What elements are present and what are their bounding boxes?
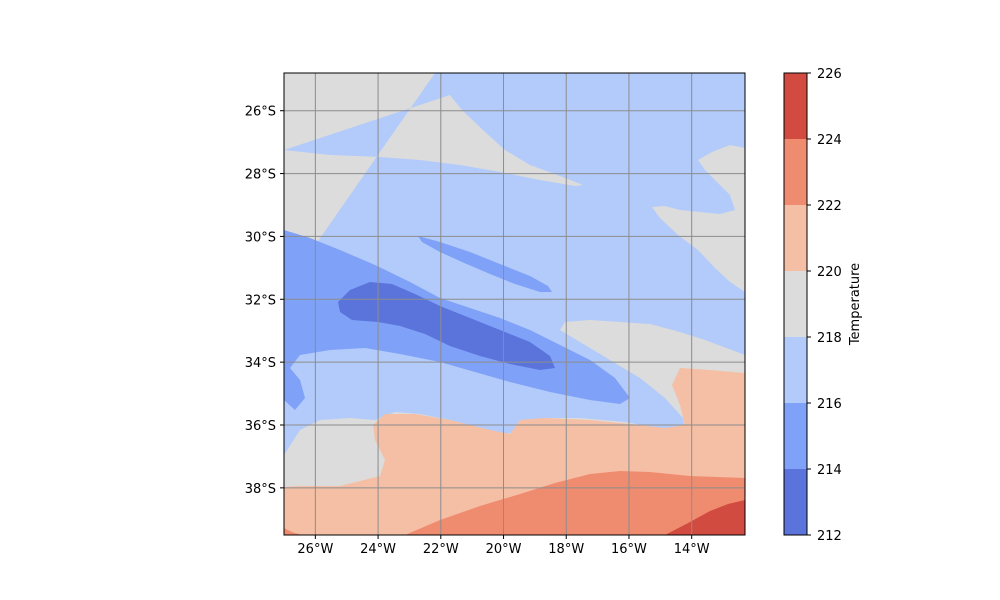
y-tick-label: 32°S <box>245 293 276 308</box>
y-tick-label: 26°S <box>245 105 276 120</box>
colorbar-swatch <box>784 403 807 469</box>
y-axis-ticks: 26°S 28°S 30°S 32°S 34°S 36°S 38°S <box>245 105 284 497</box>
colorbar-tick-label: 220 <box>817 265 842 280</box>
colorbar-tick-label: 216 <box>817 397 842 412</box>
contour-regions <box>284 73 745 535</box>
x-tick-label: 18°W <box>548 542 584 557</box>
x-tick-label: 16°W <box>611 542 647 557</box>
colorbar-tick-label: 218 <box>817 331 842 346</box>
colorbar-swatch <box>784 139 807 205</box>
colorbar-swatch <box>784 205 807 271</box>
x-tick-label: 14°W <box>674 542 710 557</box>
colorbar-tick-label: 224 <box>817 133 842 148</box>
y-tick-label: 34°S <box>245 356 276 371</box>
y-tick-label: 28°S <box>245 168 276 183</box>
y-tick-label: 30°S <box>245 230 276 245</box>
colorbar-swatch <box>784 73 807 139</box>
contour-region-222 <box>284 471 745 535</box>
colorbar-swatch <box>784 337 807 403</box>
gridlines <box>284 73 745 535</box>
colorbar-label: Temperature <box>848 263 863 346</box>
colorbar-tick-label: 222 <box>817 199 842 214</box>
colorbar-tick-label: 214 <box>817 463 842 478</box>
y-tick-label: 38°S <box>245 482 276 497</box>
contour-region-212 <box>338 282 555 370</box>
x-tick-label: 26°W <box>297 542 333 557</box>
contour-region-216 <box>284 73 745 455</box>
colorbar: 212 214 216 218 220 222 224 226 <box>783 67 842 544</box>
x-tick-label: 24°W <box>360 542 396 557</box>
x-tick-label: 22°W <box>423 542 459 557</box>
contour-region-224 <box>665 500 745 535</box>
colorbar-frame <box>783 72 808 536</box>
colorbar-swatch <box>784 469 807 535</box>
x-tick-label: 20°W <box>486 542 522 557</box>
colorbar-tick-label: 212 <box>817 529 842 544</box>
plot-frame <box>283 72 746 536</box>
colorbar-swatch <box>784 271 807 337</box>
colorbar-tick-label: 226 <box>817 67 842 82</box>
y-tick-label: 36°S <box>245 419 276 434</box>
x-axis-ticks: 26°W 24°W 22°W 20°W 18°W 16°W 14°W <box>297 535 710 557</box>
